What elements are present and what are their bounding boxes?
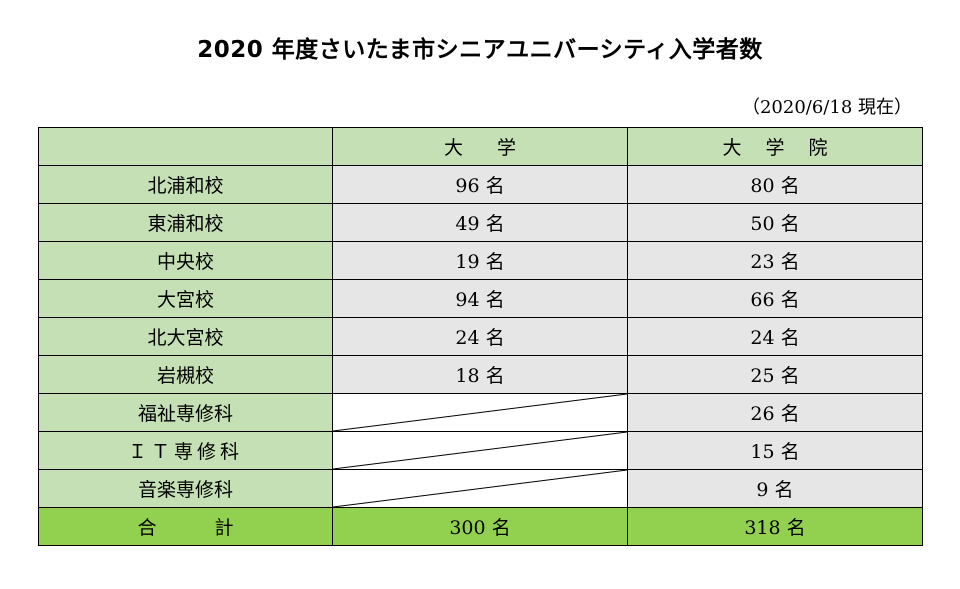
diagonal-slash [333, 432, 627, 469]
graduate-count: 66 名 [627, 279, 923, 318]
graduate-count: 24 名 [627, 317, 923, 356]
table-row: 福祉専修科 26 名 [38, 393, 923, 432]
diagonal-slash [333, 470, 627, 507]
graduate-count: 80 名 [627, 165, 923, 204]
table-row: 東浦和校 49 名 50 名 [38, 203, 923, 242]
table-row: 中央校 19 名 23 名 [38, 241, 923, 280]
table-row: 大宮校 94 名 66 名 [38, 279, 923, 318]
header-graduate-label: 大学院 [722, 137, 852, 159]
table-row: 岩槻校 18 名 25 名 [38, 355, 923, 394]
table-row: 北浦和校 96 名 80 名 [38, 165, 923, 204]
graduate-count: 50 名 [627, 203, 923, 242]
campus-name: 北浦和校 [38, 165, 333, 204]
campus-name-label: ＩＴ専修科 [127, 441, 243, 463]
graduate-count: 26 名 [627, 393, 923, 432]
total-row: 合計 300 名 318 名 [38, 507, 923, 546]
diagonal-slash [333, 394, 627, 431]
total-label: 合計 [137, 517, 292, 539]
graduate-count: 23 名 [627, 241, 923, 280]
campus-name: 音楽専修科 [38, 469, 333, 508]
page-title: 2020 年度さいたま市シニアユニバーシティ入学者数 [197, 37, 763, 63]
total-label-cell: 合計 [38, 507, 333, 546]
university-count: 94 名 [332, 279, 628, 318]
campus-name: 福祉専修科 [38, 393, 333, 432]
total-graduate: 318 名 [627, 507, 923, 546]
table-row: 音楽専修科 9 名 [38, 469, 923, 508]
table-row: ＩＴ専修科 15 名 [38, 431, 923, 470]
campus-name: 中央校 [38, 241, 333, 280]
header-campus-cell [38, 127, 333, 166]
campus-name: 大宮校 [38, 279, 333, 318]
header-university-cell: 大学 [332, 127, 628, 166]
header-graduate-cell: 大学院 [627, 127, 923, 166]
total-university: 300 名 [332, 507, 628, 546]
campus-name: ＩＴ専修科 [38, 431, 333, 470]
as-of-date: （2020/6/18 現在） [741, 97, 912, 118]
university-count: 18 名 [332, 355, 628, 394]
not-applicable-cell [332, 469, 628, 508]
table-header-row: 大学 大学院 [38, 127, 923, 166]
header-university-label: 大学 [443, 137, 550, 159]
not-applicable-cell [332, 393, 628, 432]
graduate-count: 15 名 [627, 431, 923, 470]
campus-name: 岩槻校 [38, 355, 333, 394]
university-count: 49 名 [332, 203, 628, 242]
campus-name: 東浦和校 [38, 203, 333, 242]
university-count: 96 名 [332, 165, 628, 204]
enrollment-table: 大学 大学院 北浦和校 96 名 80 名 東浦和校 49 名 50 名 中央校… [38, 127, 923, 546]
university-count: 19 名 [332, 241, 628, 280]
table-row: 北大宮校 24 名 24 名 [38, 317, 923, 356]
not-applicable-cell [332, 431, 628, 470]
graduate-count: 25 名 [627, 355, 923, 394]
graduate-count: 9 名 [627, 469, 923, 508]
university-count: 24 名 [332, 317, 628, 356]
campus-name: 北大宮校 [38, 317, 333, 356]
